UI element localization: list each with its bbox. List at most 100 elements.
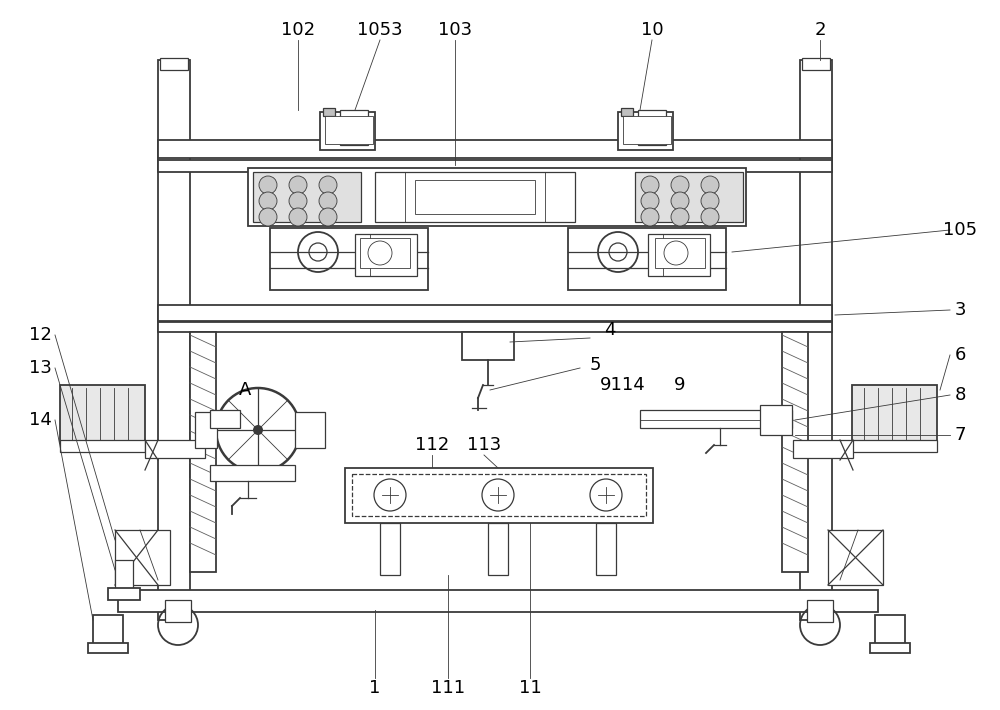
Text: 9114: 9114	[600, 376, 646, 394]
Bar	[621, 108, 633, 116]
Text: 112: 112	[415, 436, 449, 454]
Bar	[248, 168, 746, 226]
Circle shape	[259, 192, 277, 210]
Text: 111: 111	[431, 679, 465, 697]
Text: 12: 12	[29, 326, 51, 344]
Text: 3: 3	[954, 301, 966, 319]
Bar	[638, 110, 666, 145]
Bar	[655, 238, 705, 268]
Circle shape	[259, 176, 277, 194]
Text: 11: 11	[519, 679, 541, 697]
Bar	[782, 332, 808, 572]
Bar	[635, 172, 743, 222]
Bar	[210, 465, 295, 481]
Text: 14: 14	[29, 411, 51, 429]
Bar	[802, 58, 830, 70]
Bar	[352, 474, 646, 516]
Bar	[807, 600, 833, 622]
Text: 1: 1	[369, 679, 381, 697]
Text: 5: 5	[589, 356, 601, 374]
Text: 113: 113	[467, 436, 501, 454]
Text: 105: 105	[943, 221, 977, 239]
Bar	[340, 110, 368, 145]
Bar	[253, 172, 361, 222]
Text: 13: 13	[29, 359, 51, 377]
Bar	[648, 234, 710, 276]
Text: 2: 2	[814, 21, 826, 39]
Bar	[760, 405, 792, 435]
Circle shape	[701, 176, 719, 194]
Circle shape	[289, 192, 307, 210]
Circle shape	[259, 208, 277, 226]
Circle shape	[701, 208, 719, 226]
Bar	[158, 160, 832, 172]
Circle shape	[671, 208, 689, 226]
Bar	[375, 172, 575, 222]
Bar	[118, 590, 878, 612]
Bar	[640, 410, 792, 428]
Bar	[345, 468, 653, 523]
Bar	[623, 116, 671, 144]
Text: 4: 4	[604, 321, 616, 339]
Bar	[325, 116, 373, 144]
Bar	[596, 523, 616, 575]
Text: 102: 102	[281, 21, 315, 39]
Bar	[210, 410, 240, 428]
Bar	[165, 600, 191, 622]
Bar	[93, 615, 123, 645]
Bar	[295, 412, 325, 448]
Bar	[158, 305, 832, 321]
Bar	[190, 332, 216, 572]
Text: 10: 10	[641, 21, 663, 39]
Bar	[158, 60, 190, 620]
Bar	[145, 440, 205, 458]
Circle shape	[319, 176, 337, 194]
Circle shape	[319, 192, 337, 210]
Bar	[158, 322, 832, 332]
Bar	[60, 385, 145, 443]
Bar	[800, 60, 832, 620]
Bar	[160, 58, 188, 70]
Text: 8: 8	[954, 386, 966, 404]
Circle shape	[671, 176, 689, 194]
Bar	[852, 385, 937, 443]
Bar	[158, 140, 832, 158]
Bar	[360, 238, 410, 268]
Bar	[108, 588, 140, 600]
Text: 103: 103	[438, 21, 472, 39]
Circle shape	[289, 176, 307, 194]
Bar	[380, 523, 400, 575]
Text: 9: 9	[674, 376, 686, 394]
Bar	[488, 523, 508, 575]
Bar	[852, 440, 937, 452]
Text: 1053: 1053	[357, 21, 403, 39]
Circle shape	[641, 176, 659, 194]
Text: A: A	[239, 381, 251, 399]
Circle shape	[701, 192, 719, 210]
Text: 7: 7	[954, 426, 966, 444]
Bar	[568, 228, 726, 290]
Circle shape	[671, 192, 689, 210]
Bar	[793, 440, 853, 458]
Bar	[115, 530, 170, 585]
Circle shape	[253, 425, 263, 435]
Bar	[195, 412, 217, 448]
Bar	[323, 108, 335, 116]
Bar	[88, 643, 128, 653]
Circle shape	[319, 208, 337, 226]
Bar	[875, 615, 905, 645]
Text: 6: 6	[954, 346, 966, 364]
Circle shape	[641, 192, 659, 210]
Bar	[618, 112, 673, 150]
Bar	[415, 180, 535, 214]
Bar	[355, 234, 417, 276]
Bar	[115, 560, 133, 590]
Bar	[870, 643, 910, 653]
Bar	[828, 530, 883, 585]
Bar	[320, 112, 375, 150]
Bar	[270, 228, 428, 290]
Circle shape	[289, 208, 307, 226]
Bar	[60, 440, 145, 452]
Circle shape	[641, 208, 659, 226]
Bar	[462, 332, 514, 360]
